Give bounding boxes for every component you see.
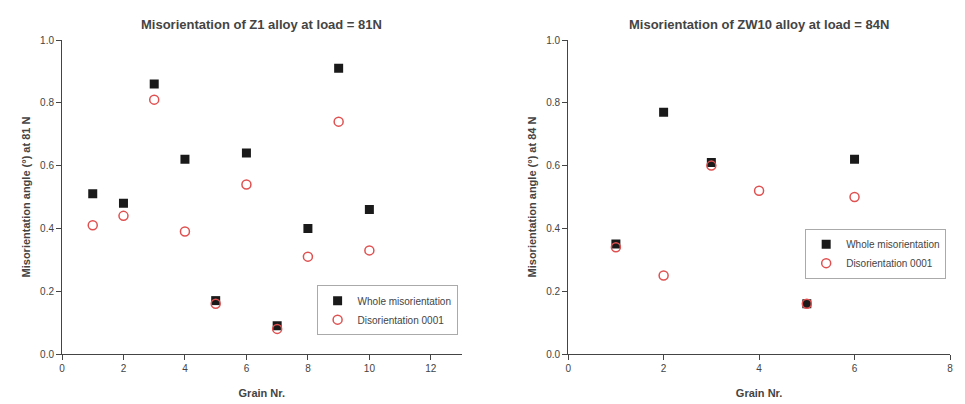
svg-text:6: 6: [244, 363, 250, 374]
svg-text:Whole misorientation: Whole misorientation: [358, 296, 451, 307]
svg-text:0.6: 0.6: [546, 160, 560, 171]
svg-text:1.0: 1.0: [40, 35, 54, 46]
svg-text:Misorientation of Z1 alloy at: Misorientation of Z1 alloy at load = 81N: [141, 17, 382, 32]
svg-text:Misorientation angle (°) at 81: Misorientation angle (°) at 81 N: [20, 117, 32, 278]
svg-text:0.0: 0.0: [546, 349, 560, 360]
svg-text:0.8: 0.8: [546, 97, 560, 108]
svg-text:4: 4: [182, 363, 188, 374]
svg-text:0.2: 0.2: [546, 286, 560, 297]
svg-text:10: 10: [364, 363, 376, 374]
svg-text:Disorientation 0001: Disorientation 0001: [358, 315, 445, 326]
svg-text:8: 8: [305, 363, 311, 374]
svg-text:0.2: 0.2: [40, 286, 54, 297]
svg-text:Grain Nr.: Grain Nr.: [736, 387, 782, 399]
svg-text:1.0: 1.0: [546, 35, 560, 46]
svg-text:2: 2: [661, 363, 667, 374]
svg-text:Misorientation of ZW10 alloy a: Misorientation of ZW10 alloy at load = 8…: [629, 17, 889, 32]
svg-text:2: 2: [121, 363, 127, 374]
svg-text:Grain Nr.: Grain Nr.: [239, 387, 285, 399]
svg-text:Disorientation 0001: Disorientation 0001: [846, 258, 933, 269]
svg-text:Misorientation angle (°) at 84: Misorientation angle (°) at 84 N: [526, 117, 538, 278]
svg-text:0.4: 0.4: [546, 223, 560, 234]
svg-text:8: 8: [947, 363, 953, 374]
svg-text:0: 0: [59, 363, 65, 374]
svg-text:0.0: 0.0: [40, 349, 54, 360]
svg-text:12: 12: [425, 363, 437, 374]
svg-text:0.8: 0.8: [40, 97, 54, 108]
svg-text:6: 6: [852, 363, 858, 374]
svg-text:Whole misorientation: Whole misorientation: [846, 239, 939, 250]
svg-text:4: 4: [756, 363, 762, 374]
svg-text:0.6: 0.6: [40, 160, 54, 171]
svg-text:0.4: 0.4: [40, 223, 54, 234]
svg-text:0: 0: [565, 363, 571, 374]
